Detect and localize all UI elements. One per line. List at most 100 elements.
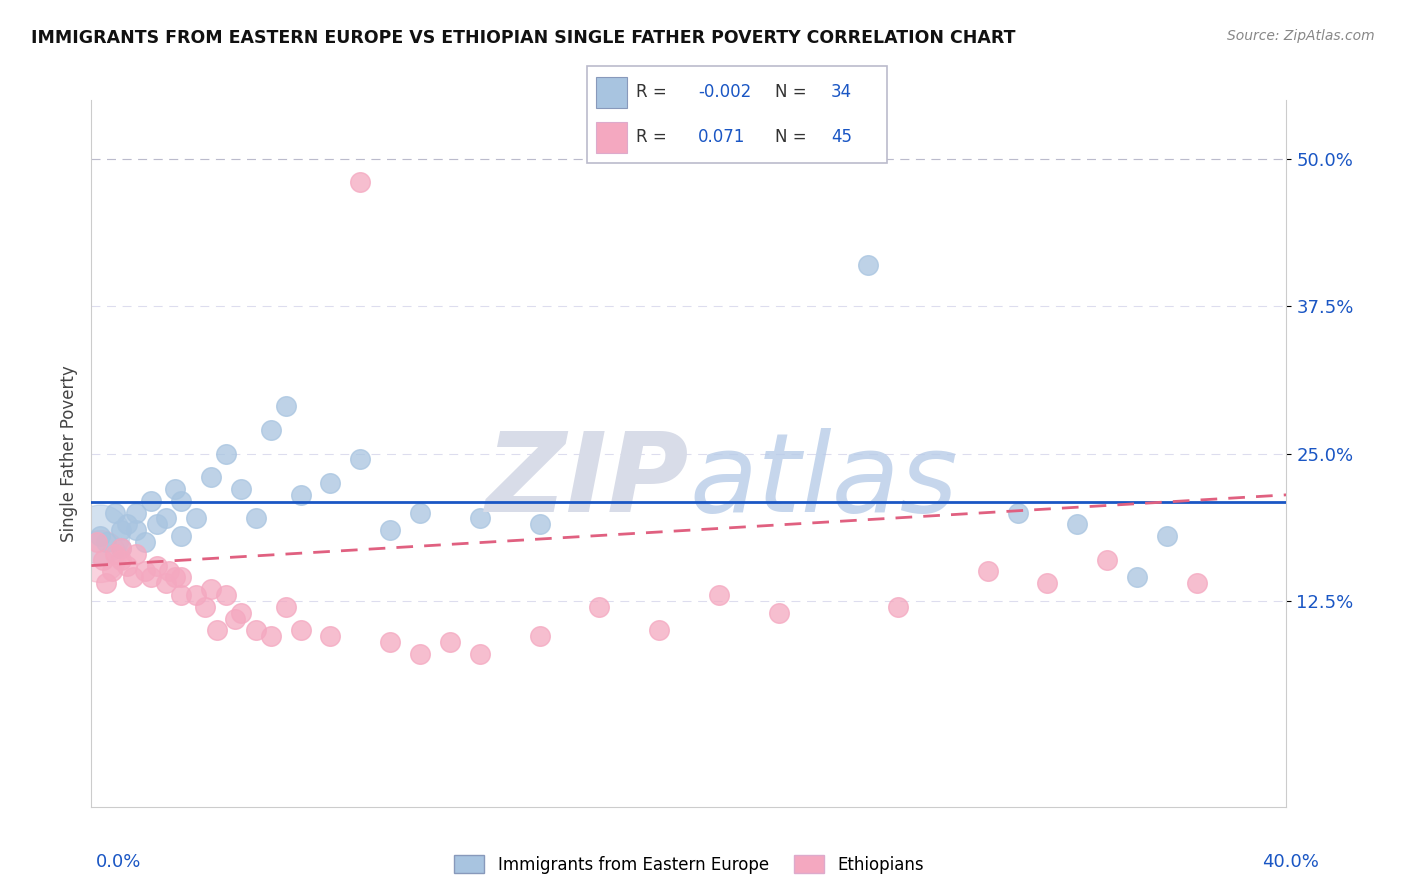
Point bbox=[349, 452, 371, 467]
Point bbox=[409, 647, 432, 661]
Point bbox=[104, 506, 127, 520]
Text: 34: 34 bbox=[831, 83, 852, 101]
Point bbox=[110, 552, 132, 566]
Point bbox=[529, 629, 551, 643]
Point bbox=[125, 547, 148, 561]
Point bbox=[110, 541, 132, 555]
Point bbox=[184, 588, 207, 602]
Point bbox=[141, 493, 163, 508]
Point bbox=[163, 570, 186, 584]
Point bbox=[200, 582, 222, 596]
Point bbox=[170, 588, 193, 602]
Point bbox=[205, 624, 228, 638]
Text: -0.002: -0.002 bbox=[697, 83, 751, 101]
Point bbox=[439, 635, 461, 649]
Point bbox=[588, 599, 610, 614]
Point bbox=[409, 506, 432, 520]
Point bbox=[104, 547, 127, 561]
Text: 0.0%: 0.0% bbox=[96, 853, 141, 871]
Point bbox=[134, 535, 156, 549]
Point bbox=[468, 511, 491, 525]
Point bbox=[86, 535, 108, 549]
Point bbox=[146, 558, 169, 573]
Point bbox=[858, 258, 880, 272]
Point bbox=[468, 647, 491, 661]
Bar bbox=[596, 77, 627, 108]
Point bbox=[887, 599, 910, 614]
Point bbox=[170, 529, 193, 543]
Text: 40.0%: 40.0% bbox=[1263, 853, 1319, 871]
Point bbox=[976, 565, 998, 579]
Point bbox=[125, 506, 148, 520]
Point bbox=[1066, 517, 1088, 532]
Point bbox=[224, 612, 246, 626]
Point bbox=[96, 576, 118, 591]
Point bbox=[290, 488, 312, 502]
Point bbox=[122, 570, 145, 584]
Point bbox=[1007, 506, 1029, 520]
Point bbox=[707, 588, 730, 602]
Text: R =: R = bbox=[636, 128, 666, 146]
Point bbox=[184, 511, 207, 525]
Point bbox=[349, 176, 371, 190]
Point bbox=[170, 570, 193, 584]
Text: 45: 45 bbox=[831, 128, 852, 146]
Point bbox=[101, 565, 124, 579]
Point bbox=[259, 423, 281, 437]
Point bbox=[146, 517, 169, 532]
Point bbox=[110, 523, 132, 537]
Point bbox=[155, 576, 177, 591]
Text: 0.071: 0.071 bbox=[697, 128, 745, 146]
Point bbox=[319, 476, 342, 491]
Point bbox=[1126, 570, 1149, 584]
Point bbox=[380, 523, 402, 537]
Point bbox=[1097, 552, 1119, 566]
Legend: Immigrants from Eastern Europe, Ethiopians: Immigrants from Eastern Europe, Ethiopia… bbox=[447, 849, 931, 880]
Point bbox=[200, 470, 222, 484]
Point bbox=[1036, 576, 1059, 591]
Text: N =: N = bbox=[775, 83, 807, 101]
Text: N =: N = bbox=[775, 128, 807, 146]
Point bbox=[163, 482, 186, 496]
Bar bbox=[596, 122, 627, 153]
Point bbox=[1156, 529, 1178, 543]
Point bbox=[529, 517, 551, 532]
Point bbox=[141, 570, 163, 584]
Point bbox=[215, 588, 238, 602]
Point bbox=[274, 599, 297, 614]
Point bbox=[155, 511, 177, 525]
Point bbox=[259, 629, 281, 643]
Point bbox=[93, 552, 115, 566]
Point bbox=[89, 526, 111, 541]
Text: Source: ZipAtlas.com: Source: ZipAtlas.com bbox=[1227, 29, 1375, 43]
Text: R =: R = bbox=[636, 83, 666, 101]
Point bbox=[194, 599, 217, 614]
Point bbox=[245, 511, 267, 525]
Point bbox=[290, 624, 312, 638]
Text: IMMIGRANTS FROM EASTERN EUROPE VS ETHIOPIAN SINGLE FATHER POVERTY CORRELATION CH: IMMIGRANTS FROM EASTERN EUROPE VS ETHIOP… bbox=[31, 29, 1015, 46]
Point bbox=[115, 517, 138, 532]
Point bbox=[648, 624, 671, 638]
Point bbox=[215, 447, 238, 461]
Point bbox=[134, 565, 156, 579]
Point bbox=[89, 549, 111, 563]
Point bbox=[229, 482, 252, 496]
Point bbox=[380, 635, 402, 649]
Point bbox=[1185, 576, 1208, 591]
Point bbox=[229, 606, 252, 620]
Point bbox=[245, 624, 267, 638]
Text: ZIP: ZIP bbox=[485, 428, 689, 535]
Point bbox=[96, 535, 118, 549]
Point bbox=[157, 565, 180, 579]
Point bbox=[110, 541, 132, 555]
Text: atlas: atlas bbox=[689, 428, 957, 535]
Point bbox=[115, 558, 138, 573]
Point bbox=[125, 523, 148, 537]
Y-axis label: Single Father Poverty: Single Father Poverty bbox=[59, 365, 77, 542]
Point bbox=[319, 629, 342, 643]
Point bbox=[89, 529, 111, 543]
FancyBboxPatch shape bbox=[586, 65, 887, 163]
Point bbox=[170, 493, 193, 508]
Point bbox=[768, 606, 790, 620]
Point bbox=[274, 400, 297, 414]
